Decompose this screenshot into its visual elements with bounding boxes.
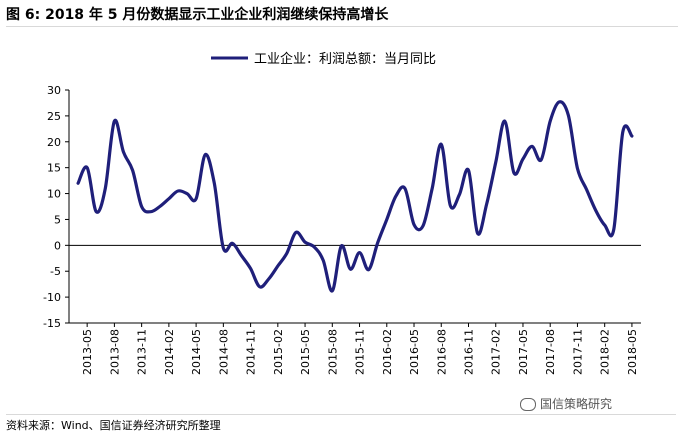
- y-tick-label: 0: [54, 239, 61, 252]
- y-tick-label: 25: [47, 110, 61, 123]
- x-tick-label: 2014-02: [163, 329, 176, 375]
- x-tick-label: 2016-02: [381, 329, 394, 375]
- x-tick-label: 2017-02: [490, 329, 503, 375]
- x-tick-label: 2013-05: [81, 329, 94, 375]
- y-tick-label: 30: [47, 84, 61, 97]
- source-note: 资料来源：Wind、国信证券经济研究所整理: [6, 414, 676, 437]
- watermark: 国信策略研究: [520, 395, 612, 413]
- x-tick-label: 2015-11: [354, 329, 367, 375]
- y-tick-label: 20: [47, 136, 61, 149]
- y-tick-label: -15: [43, 317, 61, 330]
- chart-axes: [68, 90, 641, 324]
- x-tick-label: 2015-05: [299, 329, 312, 375]
- series-line: [76, 100, 634, 293]
- legend-label: 工业企业：利润总额：当月同比: [254, 51, 436, 67]
- x-tick-label: 2018-05: [626, 329, 639, 375]
- y-tick-label: -5: [50, 265, 61, 278]
- y-tick-label: -10: [43, 291, 61, 304]
- watermark-text: 国信策略研究: [540, 397, 613, 411]
- x-tick-label: 2017-11: [571, 329, 584, 375]
- x-tick-label: 2015-02: [272, 329, 285, 375]
- y-tick-label: 5: [54, 213, 61, 226]
- x-tick-label: 2016-08: [435, 329, 448, 375]
- x-tick-label: 2014-11: [245, 329, 258, 375]
- x-tick-label: 2013-08: [108, 329, 121, 375]
- x-tick-label: 2016-11: [462, 329, 475, 375]
- x-tick-label: 2018-02: [599, 329, 612, 375]
- x-tick-label: 2014-05: [190, 329, 203, 375]
- x-tick-label: 2014-08: [217, 329, 230, 375]
- x-tick-label: 2017-08: [544, 329, 557, 375]
- y-axis-ticks: -15 -10 -5 0 5 10 15 20 25 30: [43, 84, 69, 330]
- y-tick-label: 10: [47, 188, 61, 201]
- figure-title: 图 6: 2018 年 5 月份数据显示工业企业利润继续保持高增长: [6, 4, 678, 27]
- x-tick-label: 2015-08: [326, 329, 339, 375]
- x-tick-label: 2013-11: [136, 329, 149, 375]
- y-tick-label: 15: [47, 162, 61, 175]
- x-tick-label: 2017-05: [517, 329, 530, 375]
- wechat-icon: [520, 397, 536, 411]
- x-tick-label: 2016-05: [408, 329, 421, 375]
- legend: 工业企业：利润总额：当月同比: [211, 51, 436, 67]
- x-axis-ticks: 2013-05 2013-08 2013-11 2014-02 2014-05 2014-…: [81, 323, 639, 375]
